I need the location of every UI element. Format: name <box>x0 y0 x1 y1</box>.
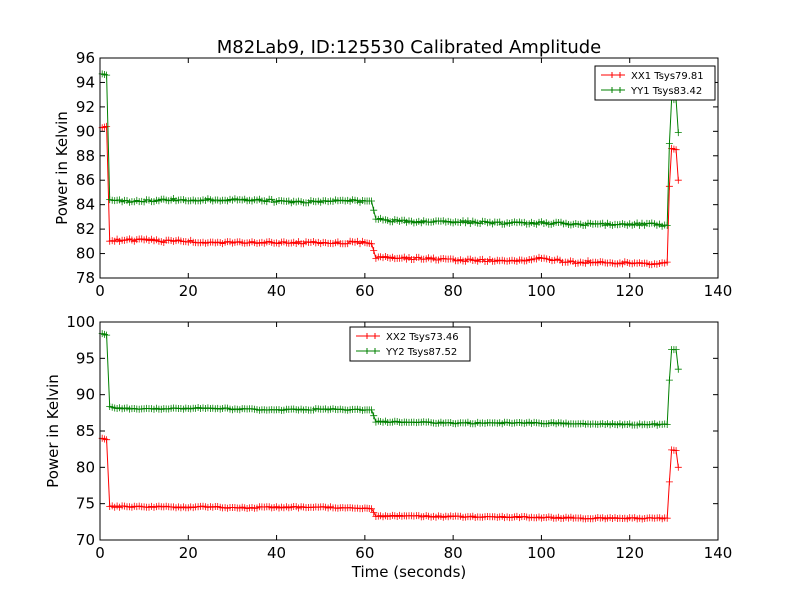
top-y-tick-label: 92 <box>76 98 95 116</box>
bottom-plot: 0 20 40 60 80 100 120 140 70 75 80 85 90 95 100 Power i… <box>44 313 732 581</box>
top-y-tick-label: 78 <box>76 269 95 287</box>
bottom-y-tick-label: 90 <box>76 386 95 404</box>
bottom-series-2-markers <box>98 330 682 429</box>
chart-title: M82Lab9, ID:125530 Calibrated Amplitude <box>217 37 601 58</box>
top-x-tick-label: 80 <box>444 282 463 300</box>
bottom-y-tick-label: 100 <box>66 313 95 331</box>
bottom-legend-box <box>349 326 471 362</box>
bottom-x-tick-label: 120 <box>615 544 644 562</box>
x-axis-label: Time (seconds) <box>351 563 467 581</box>
top-y-tick-label: 80 <box>76 245 95 263</box>
top-x-tick-label: 100 <box>527 282 556 300</box>
bottom-x-tick-label: 20 <box>179 544 198 562</box>
bottom-x-tick-label: 80 <box>444 544 463 562</box>
bottom-legend-marker-2 <box>364 348 378 354</box>
bottom-x-tick-label: 40 <box>267 544 286 562</box>
top-series-1-markers <box>98 122 682 269</box>
top-y-tick-label: 90 <box>76 122 95 140</box>
top-y-tick-label: 86 <box>76 171 95 189</box>
bottom-y-tick-label: 70 <box>76 531 95 549</box>
top-x-tick-label: 20 <box>179 282 198 300</box>
top-y-tick-label: 84 <box>76 196 95 214</box>
top-y-tick-label: 82 <box>76 220 95 238</box>
top-legend: XX1 Tsys79.81 YY1 Tsys83.42 <box>594 65 716 101</box>
top-x-tick-label: 60 <box>355 282 374 300</box>
top-legend-label-1: XX1 Tsys79.81 <box>631 71 704 82</box>
bottom-x-tick-label: 100 <box>527 544 556 562</box>
top-y-tick-label: 96 <box>76 49 95 67</box>
top-y-axis-label: Power in Kelvin <box>53 111 71 225</box>
top-x-tick-label: 120 <box>615 282 644 300</box>
top-legend-marker-1 <box>609 72 623 78</box>
top-y-tick-label: 88 <box>76 147 95 165</box>
bottom-y-axis-label: Power in Kelvin <box>44 374 62 488</box>
bottom-x-tick-label: 0 <box>95 544 105 562</box>
bottom-series-1-markers <box>98 434 682 523</box>
bottom-y-tick-label: 80 <box>76 458 95 476</box>
bottom-y-tick-label: 75 <box>76 495 95 513</box>
bottom-x-tick-label: 140 <box>704 544 733 562</box>
top-plot: 0 20 40 60 80 100 120 140 78 80 82 84 86 88 90 92 94 96 Po… <box>53 49 732 300</box>
bottom-y-tick-label: 95 <box>76 349 95 367</box>
bottom-legend-label-1: XX2 Tsys73.46 <box>386 332 459 343</box>
top-y-tick-label: 94 <box>76 73 95 91</box>
bottom-x-tick-label: 60 <box>355 544 374 562</box>
bottom-y-tick-label: 85 <box>76 422 95 440</box>
bottom-legend-label-2: YY2 Tsys87.52 <box>385 347 457 358</box>
bottom-legend-marker-1 <box>364 333 378 339</box>
top-x-tick-label: 40 <box>267 282 286 300</box>
top-x-tick-label: 140 <box>704 282 733 300</box>
top-x-tick-label: 0 <box>95 282 105 300</box>
top-series-2-markers <box>98 70 682 230</box>
top-legend-box <box>594 65 716 101</box>
top-legend-label-2: YY1 Tsys83.42 <box>630 86 702 97</box>
top-legend-marker-2 <box>609 87 623 93</box>
bottom-legend: XX2 Tsys73.46 YY2 Tsys87.52 <box>349 326 471 362</box>
top-axes-frame <box>99 57 719 279</box>
